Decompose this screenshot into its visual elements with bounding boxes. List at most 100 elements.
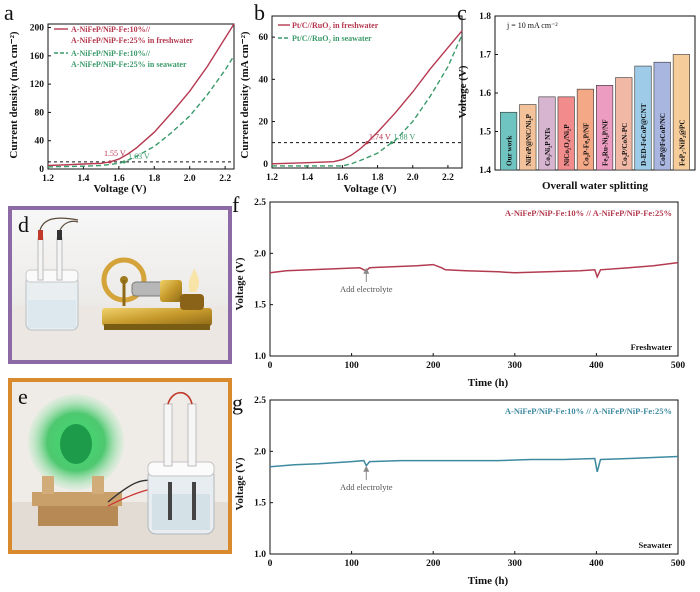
legend-label: A-NiFeP/NiP-Fe:10%// [71,49,151,58]
series-line-0 [47,23,235,167]
y-tick-label: 1.5 [254,499,266,509]
y-tick-label: 1.5 [254,301,266,311]
y-tick-label: 1.0 [254,550,266,560]
annotation-label: Add electrolyte [340,482,393,492]
legend-label: A-NiFeP/NiP-Fe:10%// [71,25,151,34]
x-tick-label: 2.2 [442,173,454,183]
bar-category-label: Co₃Ni₂P NTs [544,128,552,166]
panel-label-f: f [232,192,240,217]
photo-d [12,210,228,360]
x-tick-label: 300 [508,361,523,371]
x-tick-label: 1.2 [266,173,278,183]
y-tick-label: 1.4 [479,166,491,176]
chart-f: f 0 100 200 300 400 500 1.0 1.5 2.0 2.5 A-NiFeP/Ni… [232,192,686,389]
y-tick-label: 40 [259,75,269,85]
bar-8 [653,61,671,171]
bar-2 [538,96,556,171]
annotation-label: 1.55 V [104,149,126,158]
plot-frame [269,399,679,555]
y-tick-label: 2.5 [254,396,266,406]
x-tick-label: 200 [426,361,441,371]
bar-category-label: Our work [506,136,514,166]
y-tick-label: 1.8 [479,12,491,22]
x-tick-label: 2.0 [184,174,196,184]
series-line-1 [47,55,235,168]
x-tick-label: 1.4 [301,173,313,183]
panel-label-e: e [18,384,28,409]
chart-a: a 1.2 1.4 1.6 1.8 2.0 2.2 0 40 80 120 160 200 A-NiFe… [4,0,235,195]
bar-0 [500,111,518,171]
y-tick-label: 1.0 [254,352,266,362]
bar-category-label: NiCo₂O₄/Ni₂P [563,124,571,166]
plot-frame [269,201,679,357]
y-tick-label: 1.6 [479,89,491,99]
x-axis-label-f: Time (h) [468,377,509,389]
x-tick-label: 1.4 [77,174,89,184]
plot-frame [47,23,235,170]
x-axis-label-g: Time (h) [468,575,509,587]
y-tick-label: 200 [30,24,45,34]
legend-label: A-NiFeP/NiP-Fe:25% in seawater [71,60,187,69]
annotation-label: 1.63 V [128,152,150,161]
y-tick-label: 1.7 [479,51,491,61]
y-tick-label: 60 [259,33,269,43]
x-axis-label-a: Voltage (V) [93,183,146,195]
x-tick-label: 200 [426,559,441,569]
bar-7 [634,65,652,171]
photo-d-frame: d [8,206,232,364]
y-tick-label: 160 [30,52,45,62]
panel-label-g: g [232,390,243,415]
x-tick-label: 300 [508,559,523,569]
x-tick-label: 2.2 [219,174,231,184]
chart-b: b 1.2 1.4 1.6 1.8 2.0 2.2 0 20 40 60 Pt/C//RuO₂ in… [239,0,463,195]
chart-g: g 0 100 200 300 400 500 1.0 1.5 2.0 2.5 A-NiFeP/Ni… [232,390,685,587]
x-tick-label: 1.8 [148,174,160,184]
panel-label-a: a [4,0,14,25]
bar-3 [557,96,575,171]
y-axis-label-g: Voltage (V) [234,457,246,510]
y-tick-label: 0 [263,160,268,170]
y-axis-label-f: Voltage (V) [234,257,246,310]
x-tick-label: 2.0 [407,173,419,183]
electrolyte-label: Seawater [638,540,672,550]
photo-e-frame: e [8,378,232,554]
legend-label: A-NiFeP/NiP-Fe:25% in freshwater [71,36,193,45]
x-tick-label: 400 [589,361,604,371]
bar-category-label: CoP@FeCoP/NC [659,113,667,166]
y-tick-label: 40 [35,137,45,147]
x-tick-label: 0 [268,559,273,569]
x-tick-label: 500 [671,361,686,371]
plot-area-a: 1.2 1.4 1.6 1.8 2.0 2.2 0 40 80 120 160 200 A-NiFeP/… [30,23,235,184]
bar-category-label: FeP₂-NiP₂@PC [678,119,686,166]
y-tick-label: 2.0 [254,447,266,457]
legend-label: A-NiFeP/NiP-Fe:10% // A-NiFeP/NiP-Fe:25% [505,406,672,416]
series-line-0 [269,455,679,473]
y-tick-label: 2.0 [254,249,266,259]
bar-1 [519,104,537,171]
annotation-label: 1.74 V [369,133,391,142]
bar-category-label: D-ED-FeCoP@CNT [640,103,648,166]
plot-frame [271,15,463,169]
x-axis-label-c: Overall water splitting [542,180,649,192]
x-tick-label: 1.2 [42,174,54,184]
legend-label: A-NiFeP/NiP-Fe:10% // A-NiFeP/NiP-Fe:25% [505,208,672,218]
annotation-arrowhead [363,267,370,274]
panel-label-c: c [457,0,467,25]
y-tick-label: 20 [259,118,269,128]
y-tick-label: 2.5 [254,198,266,208]
onset-marker [365,141,369,145]
x-tick-label: 1.6 [336,173,348,183]
x-tick-label: 1.6 [113,174,125,184]
x-tick-label: 1.8 [372,173,384,183]
bar-5 [596,85,614,171]
annotation-arrowhead [363,465,370,472]
x-axis-label-b: Voltage (V) [343,183,396,195]
x-tick-label: 0 [268,361,273,371]
y-axis-label-a: Current density (mA cm⁻²) [8,31,20,158]
bar-category-label: Co₂P-Fe₂P/NF [582,122,590,166]
x-tick-label: 100 [344,559,359,569]
bar-category-label: Co₂P/CoN-PC [621,123,629,166]
panel-label-b: b [254,0,265,25]
y-axis-label-b: Current density (mA cm⁻²) [239,31,251,158]
series-line-1 [272,34,463,167]
